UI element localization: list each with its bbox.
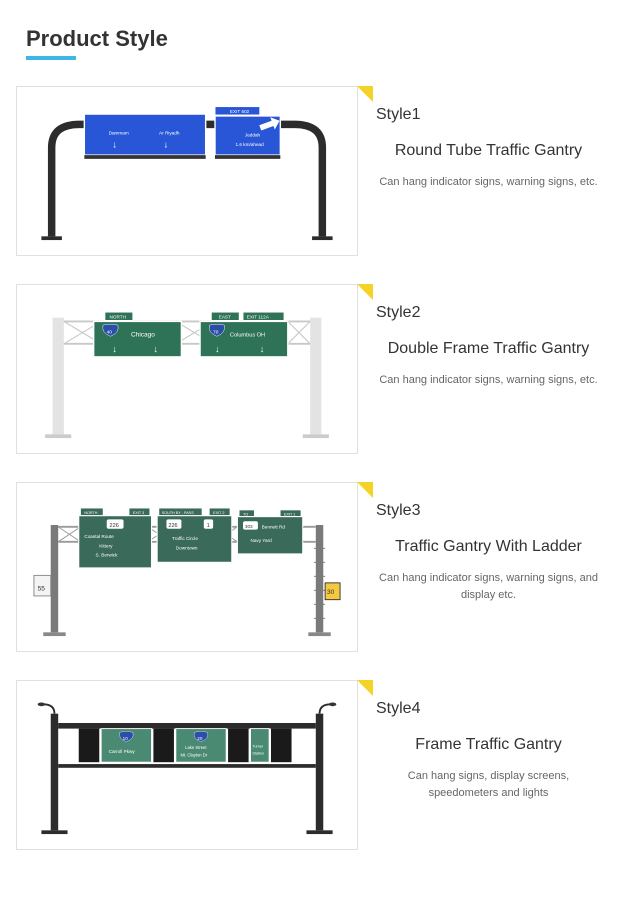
svg-text:20: 20 xyxy=(197,736,203,741)
svg-text:↓: ↓ xyxy=(112,344,117,354)
svg-text:S. Berwick: S. Berwick xyxy=(96,553,119,558)
style-caption: Can hang indicator signs, warning signs,… xyxy=(376,570,601,603)
svg-text:30: 30 xyxy=(327,589,335,596)
svg-text:EAST: EAST xyxy=(219,315,231,320)
style-caption: Can hang signs, display screens, speedom… xyxy=(376,768,601,801)
svg-text:Traffic Circle: Traffic Circle xyxy=(172,536,198,541)
svg-text:↓: ↓ xyxy=(215,344,220,354)
svg-text:226: 226 xyxy=(168,523,177,529)
accent-triangle-icon xyxy=(357,86,373,102)
title-underline xyxy=(26,56,76,60)
section-title: Product Style xyxy=(26,26,609,52)
svg-text:Turner: Turner xyxy=(252,744,264,748)
svg-text:EXIT 2: EXIT 2 xyxy=(213,511,224,515)
svg-text:1.6 km/ahead: 1.6 km/ahead xyxy=(236,142,265,147)
style-name: Double Frame Traffic Gantry xyxy=(376,340,601,358)
svg-text:↓: ↓ xyxy=(153,344,158,354)
svg-text:NORTH: NORTH xyxy=(110,315,126,320)
style-label: Style2 xyxy=(376,304,601,322)
svg-text:303: 303 xyxy=(245,524,253,529)
svg-text:EXIT 3: EXIT 3 xyxy=(133,511,144,515)
svg-text:40: 40 xyxy=(107,330,113,335)
svg-text:NORTH: NORTH xyxy=(84,511,97,515)
style-name: Round Tube Traffic Gantry xyxy=(376,142,601,160)
svg-text:Columbus OH: Columbus OH xyxy=(230,332,265,338)
style-caption: Can hang indicator signs, warning signs,… xyxy=(376,174,601,191)
svg-text:Mt. Clayton Dr: Mt. Clayton Dr xyxy=(180,753,207,758)
style-label: Style3 xyxy=(376,502,601,520)
svg-text:226: 226 xyxy=(110,523,119,529)
svg-text:Bennett Rd: Bennett Rd xyxy=(262,525,286,530)
svg-text:70: 70 xyxy=(213,330,219,335)
svg-text:10: 10 xyxy=(123,736,129,741)
accent-triangle-icon xyxy=(357,482,373,498)
style-label: Style1 xyxy=(376,106,601,124)
product-row-style2: NORTH 40 Chicago ↓ ↓ EAST EXIT 112A 70 C… xyxy=(16,284,609,454)
product-row-style3: NORTH EXIT 3 226 Coastal Route Kittery S… xyxy=(16,482,609,652)
svg-text:↓: ↓ xyxy=(164,140,169,150)
accent-triangle-icon xyxy=(357,680,373,696)
svg-text:Downtown: Downtown xyxy=(176,545,198,550)
svg-text:Coastal Route: Coastal Route xyxy=(84,534,114,539)
svg-text:Jeddah: Jeddah xyxy=(245,132,261,137)
svg-text:Station: Station xyxy=(252,752,264,756)
svg-text:Dammam: Dammam xyxy=(109,131,129,136)
svg-text:1: 1 xyxy=(207,523,210,529)
svg-text:Ar Riyadh: Ar Riyadh xyxy=(159,131,180,136)
product-image-style1: Dammam Ar Riyadh ↓ ↓ EXIT 502 Jeddah 1.6… xyxy=(16,86,358,256)
product-desc-style2: Style2 Double Frame Traffic Gantry Can h… xyxy=(358,284,609,454)
round-tube-gantry-icon: Dammam Ar Riyadh ↓ ↓ EXIT 502 Jeddah 1.6… xyxy=(27,101,347,241)
style-label: Style4 xyxy=(376,700,601,718)
svg-text:SOUTH BY - PASS: SOUTH BY - PASS xyxy=(162,511,194,515)
double-frame-gantry-icon: NORTH 40 Chicago ↓ ↓ EAST EXIT 112A 70 C… xyxy=(27,299,347,439)
product-row-style1: Dammam Ar Riyadh ↓ ↓ EXIT 502 Jeddah 1.6… xyxy=(16,86,609,256)
product-row-style4: 10 Carroll Pkwy 20 Lake Street Mt. Clayt… xyxy=(16,680,609,850)
product-desc-style1: Style1 Round Tube Traffic Gantry Can han… xyxy=(358,86,609,256)
product-image-style4: 10 Carroll Pkwy 20 Lake Street Mt. Clayt… xyxy=(16,680,358,850)
svg-text:Navy Yard: Navy Yard xyxy=(250,538,272,543)
product-desc-style3: Style3 Traffic Gantry With Ladder Can ha… xyxy=(358,482,609,652)
style-name: Frame Traffic Gantry xyxy=(376,736,601,754)
ladder-gantry-icon: NORTH EXIT 3 226 Coastal Route Kittery S… xyxy=(27,497,347,637)
svg-text:Kittery: Kittery xyxy=(99,543,113,548)
style-name: Traffic Gantry With Ladder xyxy=(376,538,601,556)
accent-triangle-icon xyxy=(357,284,373,300)
svg-text:55: 55 xyxy=(38,585,46,592)
style-caption: Can hang indicator signs, warning signs,… xyxy=(376,372,601,389)
svg-text:Carroll Pkwy: Carroll Pkwy xyxy=(109,749,136,754)
product-image-style2: NORTH 40 Chicago ↓ ↓ EAST EXIT 112A 70 C… xyxy=(16,284,358,454)
svg-text:↓: ↓ xyxy=(112,140,117,150)
product-desc-style4: Style4 Frame Traffic Gantry Can hang sig… xyxy=(358,680,609,850)
frame-gantry-icon: 10 Carroll Pkwy 20 Lake Street Mt. Clayt… xyxy=(27,695,347,835)
svg-text:Chicago: Chicago xyxy=(131,331,155,338)
svg-text:EXIT 112A: EXIT 112A xyxy=(247,315,270,320)
product-image-style3: NORTH EXIT 3 226 Coastal Route Kittery S… xyxy=(16,482,358,652)
svg-text:Lake Street: Lake Street xyxy=(185,745,207,750)
svg-text:EXIT 502: EXIT 502 xyxy=(230,109,250,114)
svg-text:↓: ↓ xyxy=(260,344,265,354)
